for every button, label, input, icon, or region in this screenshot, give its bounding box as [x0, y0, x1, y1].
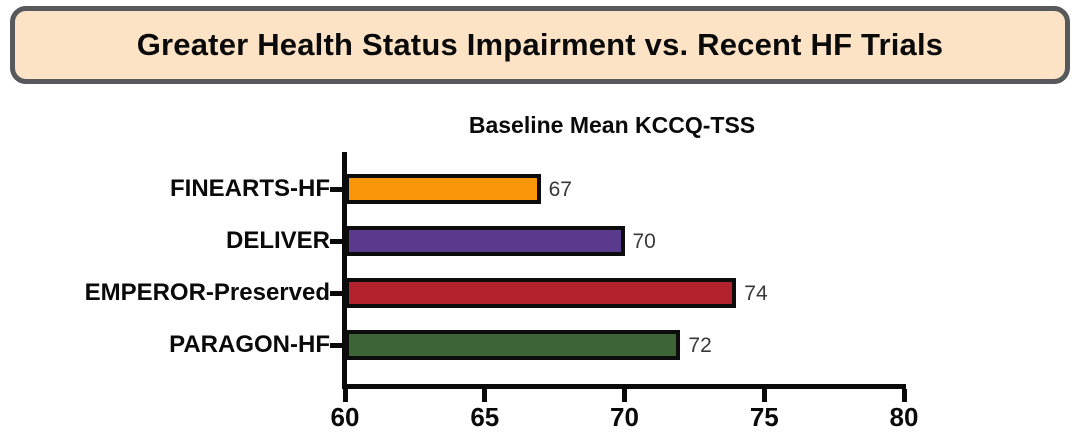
category-label: DELIVER	[225, 227, 330, 254]
bar-row-deliver: DELIVER 70	[0, 226, 1080, 256]
x-axis-tick	[761, 389, 767, 402]
x-axis-tick	[482, 389, 488, 402]
kccq-bar-chart: Baseline Mean KCCQ-TSS FINEARTS-HF 67 DE…	[0, 84, 1080, 434]
x-axis-line	[342, 384, 906, 389]
category-tick	[330, 187, 344, 192]
x-axis-tick-label: 70	[610, 402, 639, 432]
x-axis-tick-label: 80	[889, 402, 919, 432]
bar-value-label: 72	[688, 334, 712, 357]
x-axis-tick	[901, 389, 907, 402]
category-label: PARAGON-HF	[169, 331, 330, 358]
bar-row-paragon-hf: PARAGON-HF 72	[0, 330, 1080, 360]
bar-value-label: 67	[548, 178, 572, 201]
x-axis-tick-label: 65	[470, 402, 500, 432]
y-axis-line	[342, 152, 347, 389]
bar-row-emperor-preserved: EMPEROR-Preserved 74	[0, 278, 1080, 308]
title-banner: Greater Health Status Impairment vs. Rec…	[10, 6, 1070, 84]
category-label: FINEARTS-HF	[170, 175, 330, 202]
category-label: EMPEROR-Preserved	[84, 279, 330, 306]
chart-title: Baseline Mean KCCQ-TSS	[468, 112, 756, 138]
slide-title: Greater Health Status Impairment vs. Rec…	[136, 27, 944, 62]
x-axis-tick-label: 60	[330, 402, 360, 432]
bar-value-label: 70	[632, 230, 656, 253]
x-axis-tick	[342, 389, 348, 402]
bar-value-label: 74	[744, 282, 768, 305]
x-axis-tick	[622, 389, 627, 402]
bar-paragon-hf	[345, 330, 681, 360]
bar-emperor-preserved	[345, 278, 737, 308]
bar-finearts-hf	[345, 174, 541, 204]
category-tick	[330, 291, 344, 296]
x-axis-tick-label: 75	[749, 402, 779, 432]
category-tick	[330, 239, 344, 244]
bar-row-finearts-hf: FINEARTS-HF 67	[0, 174, 1080, 204]
category-tick	[330, 343, 344, 348]
bar-deliver	[345, 226, 625, 256]
